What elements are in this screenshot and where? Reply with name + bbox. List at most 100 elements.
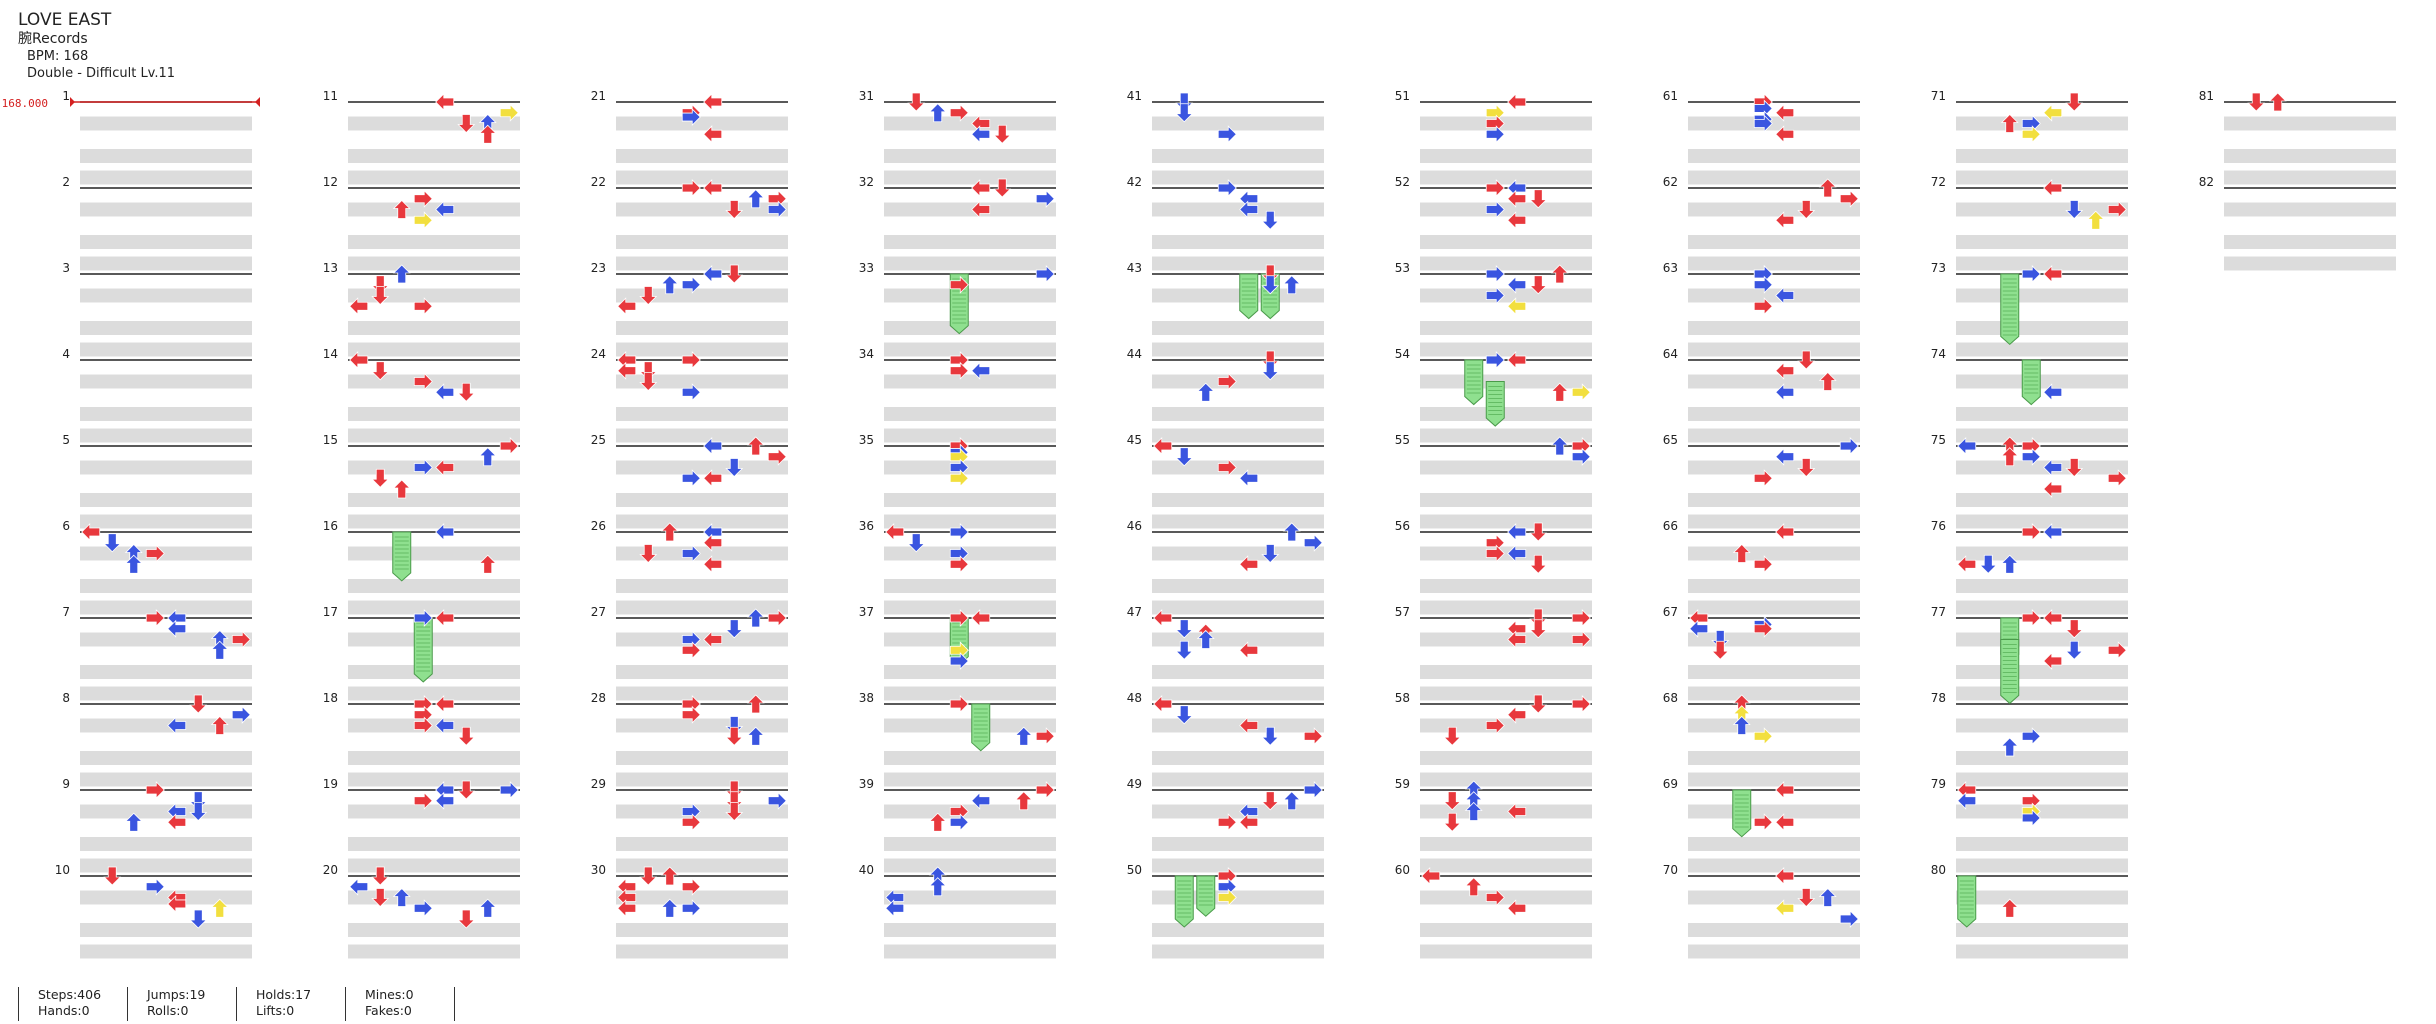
measure-78: 78	[1931, 691, 2128, 787]
measure-number: 7	[62, 605, 70, 619]
arrow-right-icon	[949, 361, 969, 380]
arrow-left-icon	[703, 265, 723, 283]
measure-30: 30	[591, 863, 788, 959]
measure-9: 9	[62, 777, 252, 873]
arrow-left-icon	[1507, 93, 1527, 111]
arrow-left-icon	[167, 716, 187, 735]
measure-number: 50	[1127, 863, 1142, 877]
arrow-left-icon	[435, 93, 455, 111]
arrow-right-icon	[413, 211, 433, 230]
measure-number: 62	[1663, 175, 1678, 189]
measure-number: 70	[1663, 863, 1678, 877]
arrow-right-icon	[499, 103, 519, 122]
measure-68: 68	[1663, 691, 1860, 787]
measure-27: 27	[591, 605, 788, 701]
arrow-down-icon	[725, 619, 744, 639]
arrow-left-icon	[2043, 480, 2063, 498]
arrow-right-icon	[2107, 200, 2127, 219]
measure-number: 8	[62, 691, 70, 705]
arrow-down-icon	[1175, 705, 1194, 725]
arrow-right-icon	[767, 609, 787, 627]
measure-number: 47	[1127, 605, 1142, 619]
arrow-right-icon	[1217, 458, 1237, 477]
arrow-left-icon	[2043, 265, 2063, 283]
hold-note	[1485, 381, 1505, 427]
arrow-left-icon	[617, 899, 637, 918]
hold-note	[971, 703, 991, 752]
arrow-left-icon	[1957, 555, 1977, 574]
measure-60: 60	[1395, 863, 1592, 959]
arrow-left-icon	[435, 695, 455, 713]
arrow-up-icon	[210, 898, 229, 918]
measure-number: 52	[1395, 175, 1410, 189]
measure-number: 78	[1931, 691, 1946, 705]
arrow-down-icon	[2065, 619, 2084, 639]
arrow-left-icon	[1775, 125, 1795, 144]
arrow-up-icon	[1014, 791, 1033, 811]
measure-number: 37	[859, 605, 874, 619]
arrow-right-icon	[413, 372, 433, 391]
arrow-right-icon	[2021, 125, 2041, 144]
arrow-right-icon	[949, 695, 969, 713]
arrow-down-icon	[639, 372, 658, 392]
hold-note	[2000, 639, 2020, 705]
arrow-left-icon	[1507, 705, 1527, 724]
measure-15: 15	[323, 433, 520, 529]
arrow-left-icon	[1153, 695, 1173, 713]
measure-number: 79	[1931, 777, 1946, 791]
arrow-right-icon	[2021, 523, 2041, 541]
measure-51: 51	[1395, 89, 1592, 185]
arrow-up-icon	[746, 694, 765, 714]
arrow-up-icon	[660, 275, 679, 295]
arrow-right-icon	[767, 200, 787, 219]
measure-number: 26	[591, 519, 606, 533]
measure-13: 13	[323, 261, 520, 357]
measure-number: 11	[323, 89, 338, 103]
arrow-down-icon	[1797, 200, 1816, 220]
measure-number: 67	[1663, 605, 1678, 619]
measure-number: 44	[1127, 347, 1142, 361]
arrow-right-icon	[1571, 695, 1591, 713]
measure-8: 8	[62, 691, 252, 787]
arrow-up-icon	[746, 189, 765, 209]
measure-number: 43	[1127, 261, 1142, 275]
arrow-right-icon	[1753, 555, 1773, 574]
arrow-left-icon	[167, 619, 187, 638]
arrow-up-icon	[1464, 801, 1483, 821]
measure-72: 72	[1931, 175, 2128, 271]
measure-45: 45	[1127, 433, 1324, 529]
measure-19: 19	[323, 777, 520, 873]
arrow-down-icon	[103, 533, 122, 553]
measure-4: 4	[62, 347, 252, 443]
measure-81: 81	[2199, 89, 2396, 185]
hold-note	[2000, 273, 2020, 346]
arrow-left-icon	[1775, 523, 1795, 541]
measure-10: 10	[55, 863, 252, 959]
arrow-right-icon	[1485, 200, 1505, 219]
measure-number: 14	[323, 347, 338, 361]
song-header: LOVE EAST 腕Records BPM: 168 Double - Dif…	[18, 10, 175, 82]
arrow-right-icon	[1485, 179, 1505, 197]
measure-14: 14	[323, 347, 520, 443]
arrow-up-icon	[2000, 447, 2019, 467]
measure-number: 57	[1395, 605, 1410, 619]
measure-number: 6	[62, 519, 70, 533]
arrow-left-icon	[2043, 458, 2063, 477]
hold-note	[1957, 875, 1977, 928]
stat-group-steps: Steps:406 Hands:0	[18, 987, 127, 1021]
measure-number: 68	[1663, 691, 1678, 705]
hold-note	[1174, 875, 1194, 928]
arrow-down-icon	[189, 802, 208, 822]
arrow-left-icon	[435, 458, 455, 477]
measure-55: 55	[1395, 433, 1592, 529]
measure-number: 31	[859, 89, 874, 103]
arrow-left-icon	[971, 361, 991, 380]
measure-number: 2	[62, 175, 70, 189]
measure-32: 32	[859, 175, 1056, 271]
measure-56: 56	[1395, 519, 1592, 615]
arrow-left-icon	[971, 125, 991, 144]
arrow-down-icon	[1797, 458, 1816, 478]
measure-67: 67	[1663, 605, 1860, 701]
arrow-up-icon	[1196, 629, 1215, 649]
arrow-right-icon	[1753, 813, 1773, 832]
